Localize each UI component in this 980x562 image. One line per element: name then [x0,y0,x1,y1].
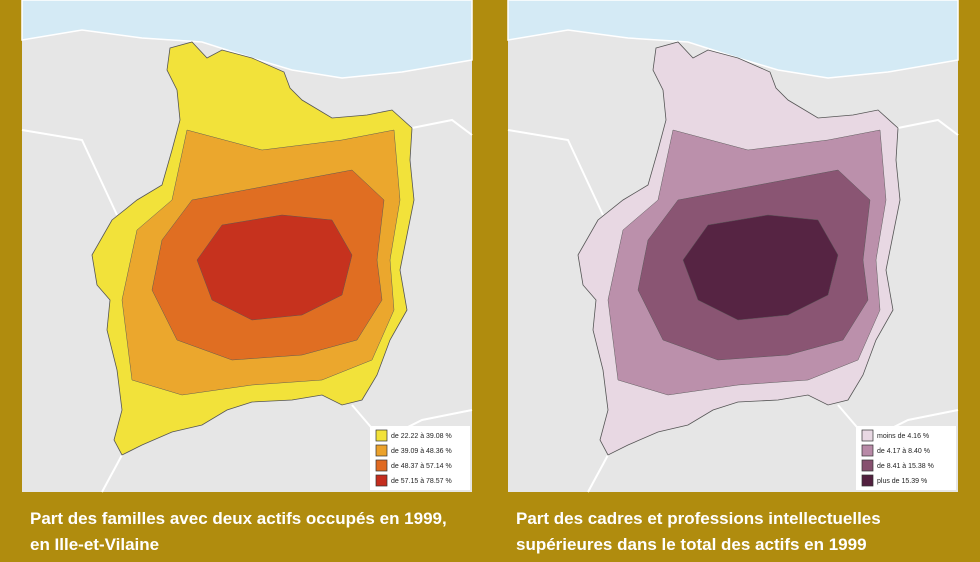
legend-swatch [861,474,874,487]
legend-label: plus de 15.39 % [877,478,927,485]
border-line [507,118,959,493]
legend-swatch [375,429,388,442]
legend-label: de 22.22 à 39.08 % [391,433,452,440]
map-panel: de 22.22 à 39.08 % de 39.09 à 48.36 % de 4… [21,0,473,493]
map-caption: Part des familles avec deux actifs occup… [30,509,447,528]
legend-label: de 39.09 à 48.36 % [391,448,452,455]
legend-label: moins de 4.16 % [877,433,929,440]
legend-label: de 57.15 à 78.57 % [391,478,452,485]
map-caption: supérieures dans le total des actifs en … [516,535,867,554]
sea [21,0,473,79]
legend-swatch [861,429,874,442]
legend-label: de 8.41 à 15.38 % [877,463,934,470]
legend-label: de 4.17 à 8.40 % [877,448,930,455]
map-panel: moins de 4.16 % de 4.17 à 8.40 % de 8.41 à… [507,0,959,493]
map-caption: en Ille-et-Vilaine [30,535,159,554]
map-caption: Part des cadres et professions intellect… [516,509,881,528]
sea [507,0,959,79]
legend-swatch [861,459,874,472]
legend-label: de 48.37 à 57.14 % [391,463,452,470]
border-line [21,118,473,493]
legend-swatch [375,474,388,487]
map-zone [682,214,839,321]
map-zone [196,214,353,321]
legend-swatch [375,459,388,472]
legend-swatch [375,444,388,457]
legend-swatch [861,444,874,457]
